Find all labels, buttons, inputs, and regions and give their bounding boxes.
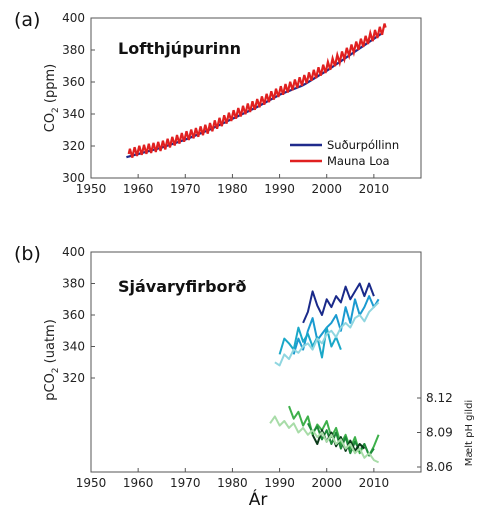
panel-a-ylabel-unit: (ppm): [43, 64, 58, 107]
panel-b-title: Sjávaryfirborð: [118, 277, 246, 296]
panel-b-ylabel: pCO2 (uatm): [43, 319, 61, 401]
panel-a-ytick-label: 300: [62, 171, 85, 185]
panel-b-ylabel-sub: 2: [51, 367, 61, 373]
panel-b-series-line: [302, 282, 375, 324]
panel-b-ytick-label: 400: [62, 245, 85, 259]
panel-b-series-line: [292, 295, 380, 355]
panel-b-series-line: [274, 301, 380, 367]
panel-a-ylabel-sub: 2: [51, 107, 61, 113]
panel-a-xtick-label: 1970: [170, 182, 201, 196]
panel-a-series-line: [127, 23, 387, 158]
panel-b-xtick-label: 2000: [311, 476, 342, 490]
legend-label: Mauna Loa: [327, 154, 390, 168]
panel-a-xtick-label: 1950: [76, 182, 107, 196]
panel-a: (a) Lofthjúpurinn CO2 (ppm) 1950 1960 1970…: [14, 9, 422, 196]
panel-a-legend: Suðurpóllinn Mauna Loa: [290, 138, 399, 168]
panel-b-xtick-label: 1950: [76, 476, 107, 490]
panel-a-ytick-label: 360: [62, 75, 85, 89]
panel-a-ytick-label: 320: [62, 139, 85, 153]
panel-b-xtick-label: 1960: [123, 476, 154, 490]
panel-a-xtick-label: 1960: [123, 182, 154, 196]
panel-a-ytick-label: 340: [62, 107, 85, 121]
panel-b-ylabel-unit: (uatm): [43, 319, 58, 367]
panel-a-xtick-label: 1990: [264, 182, 295, 196]
panel-b-y2tick-label: 8.09: [426, 426, 453, 440]
panel-b-series-line: [269, 415, 380, 464]
panel-a-label: (a): [14, 9, 40, 31]
panel-b-series-line: [278, 326, 342, 359]
panel-b-label: (b): [14, 243, 41, 265]
panel-b-xtick-label: 1970: [170, 476, 201, 490]
panel-b-ytick-label: 340: [62, 340, 85, 354]
panel-a-xtick-label: 2010: [359, 182, 390, 196]
legend-label: Suðurpóllinn: [327, 138, 399, 152]
panel-a-ytick-label: 400: [62, 11, 85, 25]
panel-b-xtick-label: 1980: [217, 476, 248, 490]
panel-b-ylabel-main: pCO: [43, 373, 58, 401]
panel-b-ytick-label: 320: [62, 371, 85, 385]
panel-a-ylabel: CO2 (ppm): [43, 64, 61, 133]
panel-b-y2tick-label: 8.06: [426, 460, 453, 474]
panel-a-xtick-label: 2000: [311, 182, 342, 196]
panel-b-xtick-label: 1990: [264, 476, 295, 490]
panel-b-y2tick-label: 8.12: [426, 391, 453, 405]
panel-b-ytick-label: 360: [62, 308, 85, 322]
panel-b-xtick-label: 2010: [359, 476, 390, 490]
panel-b-frame: [90, 251, 422, 473]
panel-b-xlabel: Ár: [249, 488, 268, 510]
panel-a-ylabel-main: CO: [43, 113, 58, 132]
panel-b-y2label: Mælt pH gildi: [464, 400, 475, 466]
panel-a-ytick-label: 380: [62, 43, 85, 57]
panel-b-ytick-label: 380: [62, 277, 85, 291]
panel-b: (b) Sjávaryfirborð pCO2 (uatm) Mælt pH g…: [14, 243, 475, 510]
panel-a-xtick-label: 1980: [217, 182, 248, 196]
panel-a-title: Lofthjúpurinn: [118, 39, 241, 58]
panel-a-frame: [90, 17, 422, 179]
